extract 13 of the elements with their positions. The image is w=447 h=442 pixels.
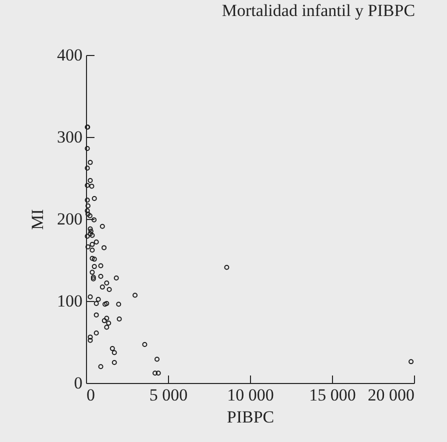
x-tick-label: 5 000 bbox=[149, 386, 188, 404]
y-tick-label: 400 bbox=[57, 46, 82, 64]
x-tick-label: 20 000 bbox=[368, 386, 414, 404]
x-tick-label: 10 000 bbox=[227, 386, 274, 404]
x-tick-label: 15 000 bbox=[309, 386, 356, 404]
y-axis-title: MI bbox=[28, 208, 47, 230]
x-axis-title: PIBPC bbox=[226, 408, 274, 426]
y-tick-label: 200 bbox=[57, 210, 82, 228]
y-tick-label: 100 bbox=[57, 292, 82, 310]
x-tick-label: 0 bbox=[86, 386, 95, 404]
y-tick-label: 0 bbox=[74, 374, 82, 392]
chart-title: Mortalidad infantil y PIBPC bbox=[222, 1, 416, 20]
y-tick-label: 300 bbox=[57, 128, 82, 146]
